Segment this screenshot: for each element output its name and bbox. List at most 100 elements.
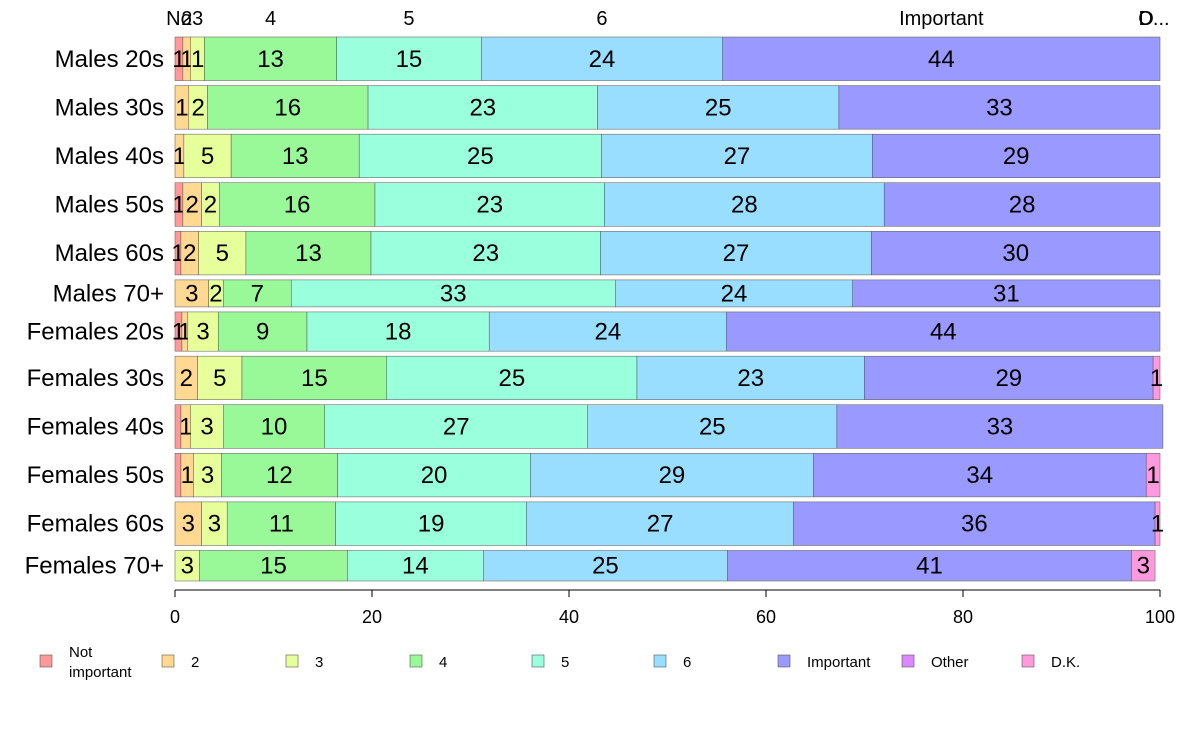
bar-value-label: 20 — [421, 462, 448, 489]
bar-segment — [871, 231, 1161, 276]
legend-swatch — [777, 654, 791, 668]
bar-value-label: 3 — [185, 280, 198, 307]
legend-swatch — [161, 654, 175, 668]
top-series-label: D... — [1138, 8, 1169, 30]
bar-segment — [526, 501, 794, 546]
bar-segment — [488, 311, 727, 352]
bar-value-label: 27 — [724, 143, 751, 170]
bar-segment — [793, 501, 1156, 546]
bar-segment — [174, 279, 209, 308]
category-label: Females 60s — [27, 511, 164, 538]
bar-value-label: 2 — [180, 365, 193, 392]
bar-segment — [336, 36, 482, 81]
bar-segment — [370, 231, 601, 276]
legend-swatch — [285, 654, 299, 668]
bar-segment — [199, 550, 348, 582]
bar-value-label: 2 — [209, 280, 222, 307]
bar-value-label: 23 — [737, 365, 764, 392]
legend-swatch — [39, 654, 53, 668]
bar-value-label: 2 — [186, 192, 199, 219]
bar-value-label: 3 — [200, 414, 213, 441]
bar-value-label: 33 — [440, 280, 467, 307]
bar-segment — [872, 133, 1161, 178]
bar-value-label: 1 — [175, 94, 188, 121]
top-series-label: 6 — [596, 8, 607, 30]
bar-segment — [530, 453, 814, 498]
bar-segment — [198, 231, 247, 276]
top-series-label: 4 — [265, 8, 276, 30]
bar-value-label: 15 — [396, 46, 423, 73]
bar-segment — [197, 355, 243, 400]
x-tick-label: 0 — [170, 607, 180, 627]
legend-label: Important — [807, 654, 871, 671]
bar-value-label: 44 — [930, 319, 957, 346]
category-label: Males 30s — [55, 94, 164, 121]
bar-segment — [347, 550, 484, 582]
bar-value-label: 5 — [216, 240, 229, 267]
x-tick-label: 20 — [362, 607, 382, 627]
bar-value-label: 31 — [993, 280, 1020, 307]
bar-value-label: 1 — [172, 46, 185, 73]
legend-label: 2 — [191, 654, 199, 671]
bar-segment — [223, 279, 292, 308]
bar-segment — [230, 133, 360, 178]
legend-swatch — [901, 654, 915, 668]
bar-segment — [187, 311, 219, 352]
category-label: Males 60s — [55, 240, 164, 267]
bar-segment — [600, 231, 872, 276]
bar-value-label: 28 — [1009, 192, 1036, 219]
bar-value-label: 24 — [721, 280, 748, 307]
legend-swatch — [531, 654, 545, 668]
bar-segment — [852, 279, 1161, 308]
bar-value-label: 25 — [699, 414, 726, 441]
legend-label: D.K. — [1051, 654, 1080, 671]
bar-value-label: 29 — [995, 365, 1022, 392]
top-series-label: 5 — [403, 8, 414, 30]
bar-segment — [358, 133, 602, 178]
bar-value-label: 13 — [295, 240, 322, 267]
legend-label: 4 — [439, 654, 447, 671]
bar-value-label: 5 — [201, 143, 214, 170]
bar-segment — [864, 355, 1154, 400]
legend-label: Not important — [69, 644, 132, 681]
bar-segment — [174, 550, 200, 582]
top-category-labels: No2 3 4 5 6 Important OD... — [166, 8, 1169, 30]
bar-segment — [726, 311, 1161, 352]
bar-value-label: 14 — [402, 553, 429, 580]
bar-segment — [838, 85, 1161, 130]
category-label: Males 20s — [55, 46, 164, 73]
bar-value-label: 1 — [180, 46, 193, 73]
bar-value-label: 3 — [1137, 553, 1150, 580]
bar-value-label: 1 — [173, 143, 186, 170]
bar-value-label: 1 — [181, 462, 194, 489]
bar-value-label: 2 — [204, 192, 217, 219]
bar-value-label: 24 — [595, 319, 622, 346]
x-tick-label: 100 — [1145, 607, 1175, 627]
bar-segment — [218, 311, 308, 352]
category-label: Females 50s — [27, 462, 164, 489]
category-label: Males 70+ — [53, 280, 164, 307]
bar-segment — [1152, 355, 1161, 400]
bar-segment — [241, 355, 388, 400]
bar-segment — [727, 550, 1132, 582]
category-labels: Males 20s Males 30s Males 40s Males 50s Male… — [25, 46, 164, 580]
bar-value-label: 1 — [191, 46, 204, 73]
bar-value-label: 29 — [659, 462, 686, 489]
bar-segment — [324, 404, 588, 449]
bar-value-label: 3 — [201, 462, 214, 489]
legend-label: Other — [931, 654, 969, 671]
bar-value-label: 33 — [986, 94, 1013, 121]
bar-value-label: 19 — [418, 511, 445, 538]
bar-value-label: 5 — [213, 365, 226, 392]
bar-value-label: 29 — [1003, 143, 1030, 170]
bar-segment — [1154, 501, 1161, 546]
bar-value-label: 1 — [1151, 511, 1164, 538]
bar-value-label: 3 — [181, 553, 194, 580]
bar-value-label: 27 — [647, 511, 674, 538]
legend-swatch — [653, 654, 667, 668]
bar-value-label: 27 — [443, 414, 470, 441]
bar-value-label: 1 — [1150, 365, 1163, 392]
bar-segment — [204, 36, 337, 81]
bar-segment — [221, 453, 338, 498]
